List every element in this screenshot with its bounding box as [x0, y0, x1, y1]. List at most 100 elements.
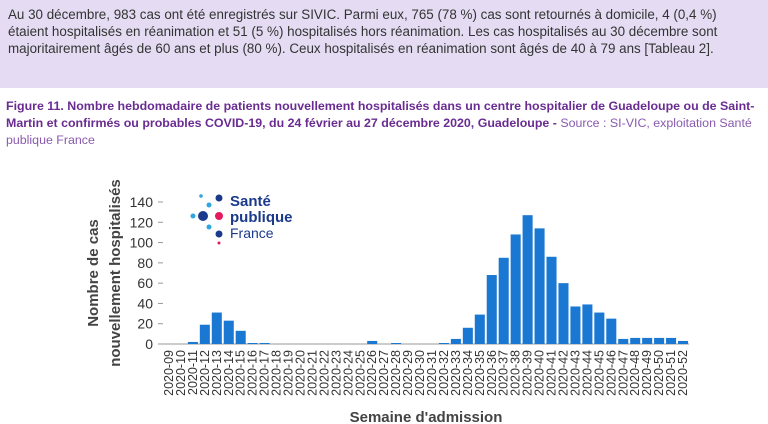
bar — [534, 228, 545, 344]
x-tick-label: 2020-50 — [652, 350, 666, 396]
y-axis-label: Nombre de cas — [85, 219, 102, 327]
bar — [642, 337, 653, 344]
bar — [558, 283, 569, 344]
x-tick-label: 2020-27 — [377, 350, 391, 396]
x-tick-label: 2020-16 — [246, 350, 260, 396]
bar — [606, 318, 617, 344]
intro-text: Au 30 décembre, 983 cas ont été enregist… — [0, 0, 768, 88]
logo-dot — [215, 194, 223, 202]
x-tick-label: 2020-14 — [222, 350, 236, 396]
x-tick-label: 2020-44 — [580, 350, 594, 396]
x-tick-label: 2020-32 — [437, 350, 451, 396]
y-tick-label: 140 — [130, 194, 154, 210]
logo-dot — [215, 212, 223, 220]
logo-dot — [217, 241, 221, 245]
bar — [594, 312, 605, 344]
bar — [367, 340, 378, 344]
x-tick-label: 2020-35 — [473, 350, 487, 396]
logo: Santé publique France — [190, 193, 293, 245]
x-tick-label: 2020-41 — [545, 350, 559, 396]
x-tick-label: 2020-29 — [401, 350, 415, 396]
bar — [259, 342, 270, 344]
x-tick-label: 2020-15 — [234, 350, 248, 396]
x-tick-label: 2020-17 — [258, 350, 272, 396]
bar — [546, 256, 557, 344]
x-tick-label: 2020-46 — [604, 350, 618, 396]
x-tick-label: 2020-51 — [664, 350, 678, 396]
x-tick-label: 2020-39 — [521, 350, 535, 396]
bar — [247, 342, 258, 344]
bar — [223, 320, 234, 344]
x-tick-label: 2020-42 — [556, 350, 570, 396]
y-tick-label: 100 — [130, 235, 154, 251]
x-tick-label: 2020-31 — [425, 350, 439, 396]
x-axis-label: Semaine d'admission — [350, 409, 503, 424]
y-axis-label: nouvellement hospitalisés — [107, 179, 124, 367]
x-tick-label: 2020-23 — [329, 350, 343, 396]
x-tick-label: 2020-09 — [162, 350, 176, 396]
bar — [618, 338, 629, 344]
x-tick-label: 2020-22 — [317, 350, 331, 396]
x-tick-label: 2020-45 — [592, 350, 606, 396]
caption-title: Figure 11. Nombre hebdomadaire de patien… — [6, 99, 755, 130]
bar — [199, 324, 210, 344]
bar — [187, 341, 198, 344]
bar — [462, 327, 473, 344]
bar — [678, 340, 689, 344]
bar — [510, 234, 521, 344]
logo-dot — [215, 230, 223, 238]
bar — [582, 304, 593, 344]
y-tick-label: 60 — [137, 275, 153, 291]
logo-text: publique — [230, 209, 293, 226]
x-tick-label: 2020-12 — [198, 350, 212, 396]
x-tick-label: 2020-24 — [341, 350, 355, 396]
x-tick-label: 2020-52 — [676, 350, 690, 396]
x-tick-label: 2020-40 — [533, 350, 547, 396]
x-tick-label: 2020-13 — [210, 350, 224, 396]
logo-dot — [206, 202, 212, 208]
bar — [211, 312, 222, 344]
x-tick-label: 2020-11 — [186, 350, 200, 395]
logo-text: Santé — [230, 193, 271, 210]
y-tick-label: 120 — [130, 214, 154, 230]
x-tick-label: 2020-36 — [485, 350, 499, 396]
x-tick-label: 2020-34 — [461, 350, 475, 396]
x-tick-label: 2020-37 — [497, 350, 511, 396]
bar — [235, 330, 246, 344]
logo-text: France — [230, 225, 274, 241]
x-tick-label: 2020-25 — [353, 350, 367, 396]
caption-source: Source : SI-VIC, exploitation Santé publ… — [6, 116, 752, 147]
bar — [666, 337, 677, 344]
y-tick-label: 80 — [137, 255, 153, 271]
logo-dot — [190, 213, 196, 219]
x-tick-label: 2020-48 — [628, 350, 642, 396]
logo-dot — [206, 224, 212, 230]
logo-dot — [198, 211, 208, 221]
x-tick-label: 2020-19 — [282, 350, 296, 396]
bar — [522, 215, 533, 344]
x-tick-label: 2020-38 — [509, 350, 523, 396]
bar — [630, 337, 641, 344]
figure-caption: Figure 11. Nombre hebdomadaire de patien… — [6, 98, 764, 149]
x-tick-label: 2020-28 — [389, 350, 403, 396]
bar — [391, 342, 402, 344]
x-tick-label: 2020-30 — [413, 350, 427, 396]
x-tick-label: 2020-43 — [568, 350, 582, 396]
x-tick-label: 2020-49 — [640, 350, 654, 396]
x-tick-label: 2020-33 — [449, 350, 463, 396]
bar — [498, 257, 509, 344]
bar — [450, 338, 461, 344]
y-tick-label: 40 — [137, 295, 153, 311]
bar — [654, 337, 665, 344]
x-tick-label: 2020-47 — [616, 350, 630, 396]
x-tick-label: 2020-18 — [270, 350, 284, 396]
y-tick-label: 20 — [137, 316, 153, 332]
bar — [570, 306, 581, 344]
bar — [474, 314, 485, 344]
logo-dot — [199, 194, 203, 198]
bar — [438, 342, 449, 344]
x-tick-label: 2020-20 — [293, 350, 307, 396]
x-tick-label: 2020-21 — [305, 350, 319, 396]
